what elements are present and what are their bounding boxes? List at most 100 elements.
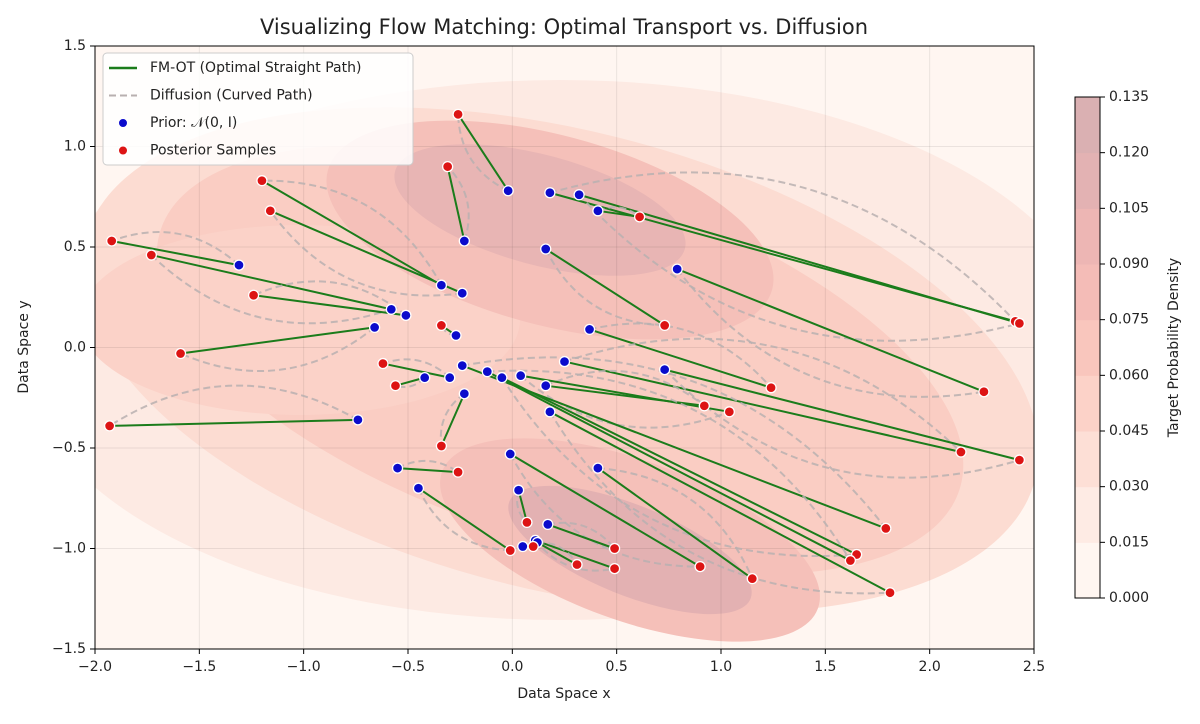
diffusion-path <box>534 539 615 572</box>
colorbar-level <box>1075 319 1100 376</box>
prior-point <box>544 406 556 418</box>
colorbar-tick-label: 0.135 <box>1109 89 1149 105</box>
y-tick-label: 0.0 <box>64 340 86 356</box>
diffusion-path <box>462 356 887 530</box>
prior-point <box>481 365 493 378</box>
y-tick-label: −0.5 <box>52 440 86 456</box>
posterior-point <box>389 380 402 392</box>
prior-point <box>573 189 585 201</box>
x-tick-label: −0.5 <box>391 659 425 675</box>
prior-point <box>458 235 470 247</box>
y-axis-label: Data Space y <box>16 300 32 393</box>
colorbar-label: Target Probability Density <box>1166 258 1182 438</box>
x-tick-label: 0.0 <box>501 659 523 675</box>
ot-path <box>382 362 450 379</box>
ot-path <box>509 453 701 568</box>
legend-swatch <box>118 118 128 128</box>
axes: −2.0 −1.5 −1.0 −0.5 0.0 0.5 1.0 1.5 2.0 2.5 −1.5 −1… <box>52 38 1045 675</box>
diffusion-path <box>597 467 754 580</box>
posterior-point <box>377 357 389 370</box>
prior-point <box>592 205 604 217</box>
x-tick-label: 0.5 <box>606 659 628 675</box>
contour-level <box>394 144 686 276</box>
prior-point <box>435 279 448 291</box>
colorbar-tick-label: 0.030 <box>1109 479 1149 495</box>
legend-swatch <box>118 145 128 156</box>
posterior-point <box>452 466 464 478</box>
prior-point <box>496 371 508 384</box>
x-tick-label: 2.5 <box>1023 659 1045 675</box>
diffusion-path <box>547 521 616 550</box>
ot-path <box>397 467 459 474</box>
diffusion-path <box>261 179 443 286</box>
posterior-point <box>694 560 706 573</box>
diffusion-path <box>382 358 451 379</box>
x-tick-label: 1.0 <box>710 659 732 675</box>
ot-path <box>597 209 640 218</box>
prior-point <box>450 329 462 342</box>
posterior-point <box>571 558 583 571</box>
ot-path <box>549 410 891 594</box>
chart-title: Visualizing Flow Matching: Optimal Trans… <box>260 15 868 39</box>
posterior-point <box>608 542 621 555</box>
contour-level <box>508 485 752 615</box>
density-contours <box>95 46 1034 649</box>
prior-point <box>444 371 456 384</box>
posterior-point <box>880 522 892 535</box>
colorbar-frame <box>1074 96 1101 599</box>
colorbar-tick-label: 0.075 <box>1109 312 1149 328</box>
colorbar-tick-label: 0.045 <box>1109 423 1149 439</box>
ot-path <box>457 113 509 192</box>
diffusion-path <box>253 280 407 317</box>
ot-path <box>261 179 442 287</box>
colorbar-tick-label: 0.015 <box>1109 534 1149 550</box>
colorbar-level <box>1075 486 1100 543</box>
diffusion-path <box>446 165 470 242</box>
diffusion-path <box>457 114 509 192</box>
posterior-point <box>435 319 448 332</box>
colorbar-tick-label: 0.105 <box>1109 200 1149 216</box>
colorbar-tick-label: 0.090 <box>1109 256 1149 272</box>
colorbar-tick-label: 0.000 <box>1109 590 1149 606</box>
prior-point <box>385 303 397 315</box>
prior-point <box>512 484 525 496</box>
colorbar-level <box>1075 97 1100 154</box>
ot-path <box>676 268 985 393</box>
prior-point <box>502 185 514 197</box>
posterior-point <box>884 587 896 599</box>
posterior-point <box>978 386 990 398</box>
colorbar-level <box>1075 152 1100 209</box>
diffusion-path <box>150 254 392 325</box>
prior-point <box>542 518 554 531</box>
x-axis-label: Data Space x <box>517 686 610 702</box>
diffusion-path <box>269 210 463 297</box>
colorbar-level <box>1075 375 1100 432</box>
ot-path <box>545 248 666 327</box>
legend: FM-OT (Optimal Straight Path) Diffusion (… <box>102 52 414 166</box>
x-tick-label: −1.5 <box>182 659 216 675</box>
prior-point <box>540 243 552 255</box>
legend-label: FM-OT (Optimal Straight Path) <box>150 60 361 76</box>
diffusion-path <box>589 322 772 389</box>
posterior-point <box>264 205 276 217</box>
diffusion-path <box>549 171 1016 323</box>
x-tick-label: 1.5 <box>814 659 836 675</box>
ot-path <box>520 374 730 413</box>
legend-box <box>102 52 414 166</box>
ot-path <box>664 368 1020 462</box>
prior-point <box>515 369 527 382</box>
posterior-point <box>765 382 777 394</box>
ot-path <box>536 541 578 566</box>
posterior-point <box>608 562 621 575</box>
ot-path <box>501 376 858 556</box>
posterior-point <box>746 573 758 585</box>
posterior-point <box>103 420 116 432</box>
posterior-point <box>633 211 646 223</box>
posterior-point <box>723 406 735 418</box>
posterior-point <box>1013 454 1026 466</box>
prior-point <box>583 323 596 336</box>
posterior-point <box>659 319 671 332</box>
ot-path <box>269 209 463 295</box>
